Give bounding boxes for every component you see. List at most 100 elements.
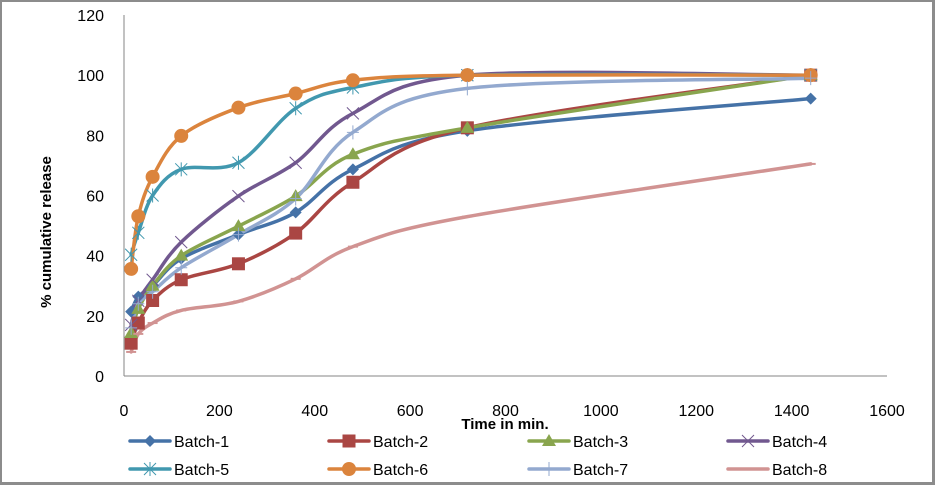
series-line-batch-6	[129, 73, 813, 271]
legend-marker-icon	[342, 434, 356, 448]
x-tick-label: 200	[206, 403, 233, 420]
data-point	[461, 81, 474, 96]
legend-label: Batch-1	[174, 434, 229, 451]
x-tick-label: 1600	[869, 403, 905, 420]
series-line-batch-3	[129, 73, 813, 335]
y-tick-label: 0	[95, 369, 104, 386]
legend-item-batch-1: Batch-1	[128, 434, 229, 451]
data-point	[232, 155, 245, 170]
legend-item-batch-8: Batch-8	[726, 462, 827, 479]
legend-item-batch-7: Batch-7	[527, 462, 628, 479]
legend: Batch-1 Batch-2 Batch-3 Batch-4 Batch-5 Batch…	[128, 434, 827, 479]
data-point	[175, 260, 188, 275]
data-point	[131, 225, 145, 240]
x-tick-label: 400	[301, 403, 328, 420]
data-point	[124, 336, 138, 350]
data-point	[174, 162, 188, 177]
data-point	[346, 125, 359, 140]
y-tick-label: 60	[86, 189, 104, 206]
data-point	[346, 175, 360, 189]
data-point	[804, 92, 817, 105]
series-line-batch-2	[129, 73, 813, 345]
legend-label: Batch-2	[373, 434, 428, 451]
markers-batch-7	[125, 71, 817, 335]
legend-marker-icon	[143, 462, 157, 476]
data-point	[145, 278, 160, 291]
data-point	[345, 73, 360, 88]
x-axis-title: Time in min.	[461, 416, 548, 433]
data-point	[131, 316, 145, 330]
data-point	[174, 235, 188, 249]
data-point	[232, 227, 245, 242]
data-point	[146, 293, 160, 307]
data-point	[460, 68, 475, 83]
x-tick-label: 800	[492, 403, 519, 420]
data-point	[132, 296, 145, 311]
data-point	[146, 273, 159, 287]
x-tick-label: 1200	[678, 403, 714, 420]
series-lines	[129, 70, 813, 354]
legend-item-batch-5: Batch-5	[128, 462, 229, 479]
markers-batch-8	[126, 162, 816, 353]
legend-marker-icon	[543, 462, 555, 476]
legend-label: Batch-8	[772, 462, 827, 479]
markers-batch-6	[124, 68, 818, 276]
legend-label: Batch-7	[573, 462, 628, 479]
series-markers	[124, 68, 818, 353]
data-point	[289, 191, 302, 206]
axes	[123, 15, 887, 377]
legend-item-batch-2: Batch-2	[327, 434, 428, 451]
x-tick-label: 0	[120, 403, 129, 420]
data-point	[346, 163, 359, 176]
data-point	[288, 86, 303, 101]
legend-marker-icon	[342, 462, 356, 476]
legend-label: Batch-6	[373, 462, 428, 479]
x-tick-label: 600	[397, 403, 424, 420]
y-tick-labels: 0 20 40 60 80 100 120	[77, 8, 104, 386]
data-point	[460, 120, 475, 133]
legend-marker-icon	[741, 434, 755, 448]
data-point	[174, 128, 189, 143]
series-line-batch-8	[129, 162, 813, 354]
y-tick-label: 100	[77, 68, 104, 85]
series-line-batch-7	[129, 76, 813, 330]
data-point	[804, 71, 817, 86]
data-point	[145, 169, 160, 184]
data-point	[124, 247, 138, 262]
data-point	[289, 206, 302, 219]
legend-marker-icon	[542, 434, 556, 446]
y-tick-label: 120	[77, 8, 104, 25]
legend-item-batch-6: Batch-6	[327, 462, 428, 479]
data-point	[289, 226, 303, 240]
data-point	[174, 248, 189, 261]
y-tick-label: 80	[86, 128, 104, 145]
data-point	[289, 101, 303, 116]
data-point	[231, 219, 246, 232]
legend-marker-icon	[144, 435, 156, 447]
data-point	[125, 320, 138, 335]
markers-batch-2	[124, 68, 818, 350]
data-point	[231, 257, 245, 271]
y-tick-label: 20	[86, 309, 104, 326]
legend-label: Batch-4	[772, 434, 827, 451]
data-point	[289, 156, 303, 170]
data-point	[146, 188, 159, 203]
y-tick-label: 40	[86, 249, 104, 266]
data-point	[345, 147, 360, 160]
y-axis-title: % cumulative release	[38, 156, 55, 308]
legend-label: Batch-5	[174, 462, 229, 479]
x-tick-label: 1000	[583, 403, 619, 420]
legend-item-batch-3: Batch-3	[527, 434, 628, 451]
data-point	[132, 290, 145, 303]
data-point	[232, 189, 245, 203]
legend-item-batch-4: Batch-4	[726, 434, 827, 451]
x-tick-label: 1400	[774, 403, 810, 420]
data-point	[124, 261, 139, 276]
data-point	[231, 100, 246, 115]
data-point	[131, 209, 146, 224]
data-point	[125, 305, 138, 318]
x-tick-labels: 0 200 400 600 800 1000 1200 1400 1600	[120, 403, 905, 420]
data-point	[346, 107, 360, 120]
data-point	[174, 273, 188, 287]
